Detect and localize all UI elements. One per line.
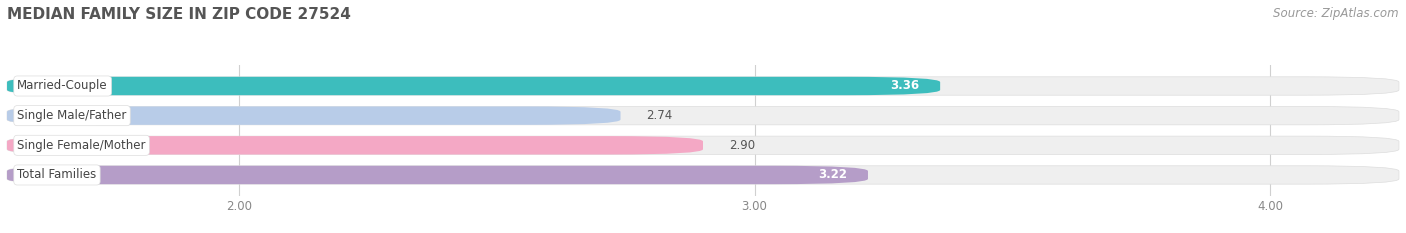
FancyBboxPatch shape — [7, 106, 620, 125]
Text: MEDIAN FAMILY SIZE IN ZIP CODE 27524: MEDIAN FAMILY SIZE IN ZIP CODE 27524 — [7, 7, 351, 22]
FancyBboxPatch shape — [7, 166, 868, 184]
FancyBboxPatch shape — [7, 77, 941, 95]
FancyBboxPatch shape — [7, 106, 1399, 125]
FancyBboxPatch shape — [7, 166, 1399, 184]
Text: 2.74: 2.74 — [647, 109, 672, 122]
Text: Single Male/Father: Single Male/Father — [17, 109, 127, 122]
Text: Source: ZipAtlas.com: Source: ZipAtlas.com — [1274, 7, 1399, 20]
Text: Married-Couple: Married-Couple — [17, 79, 108, 93]
FancyBboxPatch shape — [7, 136, 703, 154]
Text: 3.36: 3.36 — [890, 79, 920, 93]
Text: 3.22: 3.22 — [818, 168, 848, 182]
FancyBboxPatch shape — [7, 136, 1399, 154]
Text: Single Female/Mother: Single Female/Mother — [17, 139, 146, 152]
FancyBboxPatch shape — [7, 77, 1399, 95]
Text: Total Families: Total Families — [17, 168, 97, 182]
Text: 2.90: 2.90 — [728, 139, 755, 152]
